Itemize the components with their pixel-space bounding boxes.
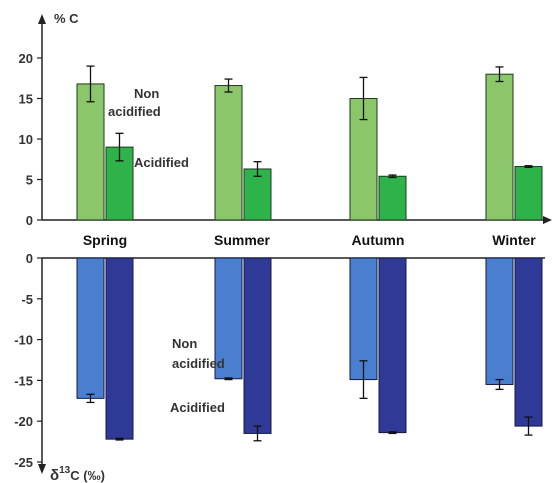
y-title-superscript: 13 [59,465,71,476]
bottom-annotation-acidified-line: acidified [172,356,225,371]
bottom-annotation-non: Non [172,336,197,351]
top-bar-winter-acidified [514,166,543,221]
top-bar-autumn-acidified [378,175,407,221]
bottom-annotation-acidified: Acidified [170,400,225,415]
top-y-tick-label: 15 [19,92,33,107]
bottom-bar-autumn-acidified [378,257,407,434]
bottom-bar-spring-acidified [105,257,134,440]
top-bar-spring-non-acidified [76,83,105,221]
bottom-y-axis-arrow [38,464,46,474]
bottom-bar-winter-acidified [514,257,543,427]
season-label-spring: Spring [83,232,127,248]
top-annotation-non: Non [134,86,159,101]
season-label-summer: Summer [214,232,271,248]
bottom-panel: 0 -5 -10 -15 -20 -25 Non acidified Acidified δ13C… [14,251,545,483]
season-label-autumn: Autumn [352,232,405,248]
bottom-y-tick-label: -10 [14,333,33,348]
bottom-y-tick-label: -5 [21,292,33,307]
top-annotation-acidified-line: acidified [108,104,161,119]
top-bar-summer-non-acidified [214,85,243,221]
bottom-bar-spring-non-acidified [76,257,105,399]
bottom-bar-summer-acidified [243,257,272,434]
bottom-y-tick-label: -20 [14,414,33,429]
y-title-delta: δ [50,467,59,483]
top-y-axis-title: % C [54,11,79,26]
season-label-winter: Winter [492,232,536,248]
top-y-tick-label: 20 [19,51,33,66]
top-panel: % C 0 5 10 15 20 Non acidified Acidified Spring Su… [19,11,552,248]
top-y-axis-arrow [38,14,46,24]
top-y-tick-label: 0 [26,213,33,228]
y-title-rest: C (‰) [70,468,105,483]
top-y-tick-label: 10 [19,132,33,147]
top-annotation-acidified: Acidified [134,155,189,170]
bottom-bar-summer-non-acidified [214,257,243,380]
bottom-y-tick-label: -15 [14,373,33,388]
bottom-y-tick-label: -25 [14,455,33,470]
top-x-axis-arrow [543,216,552,224]
bottom-y-axis-title: δ13C (‰) [50,465,105,483]
top-y-tick-label: 5 [26,173,33,188]
bottom-y-tick-label: 0 [26,251,33,266]
top-bar-winter-non-acidified [485,73,514,221]
bottom-bar-winter-non-acidified [485,257,514,385]
